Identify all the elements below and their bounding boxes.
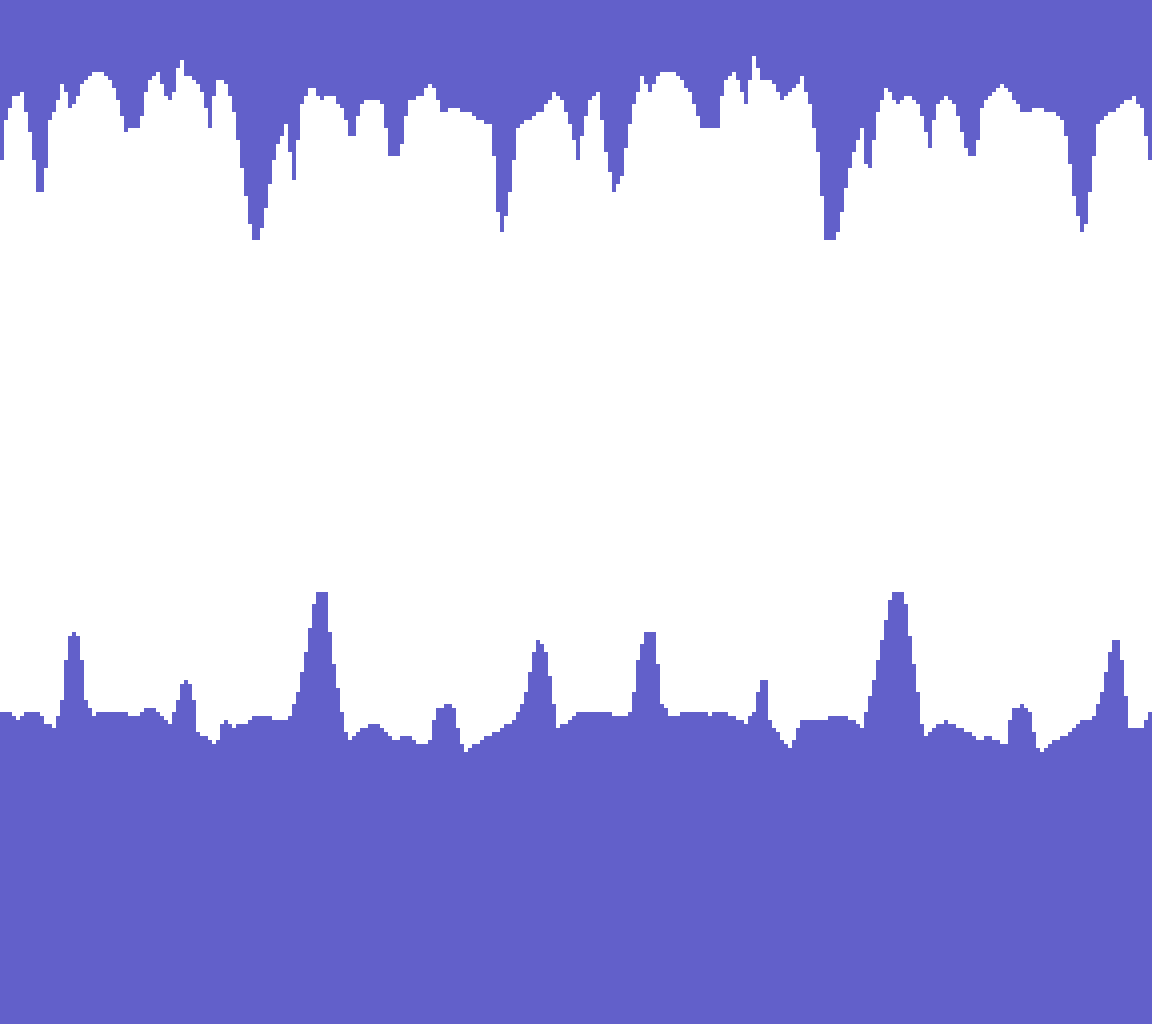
cave-ceiling-stalactites <box>0 0 1152 240</box>
cave-floor-stalagmites <box>0 592 1152 1024</box>
